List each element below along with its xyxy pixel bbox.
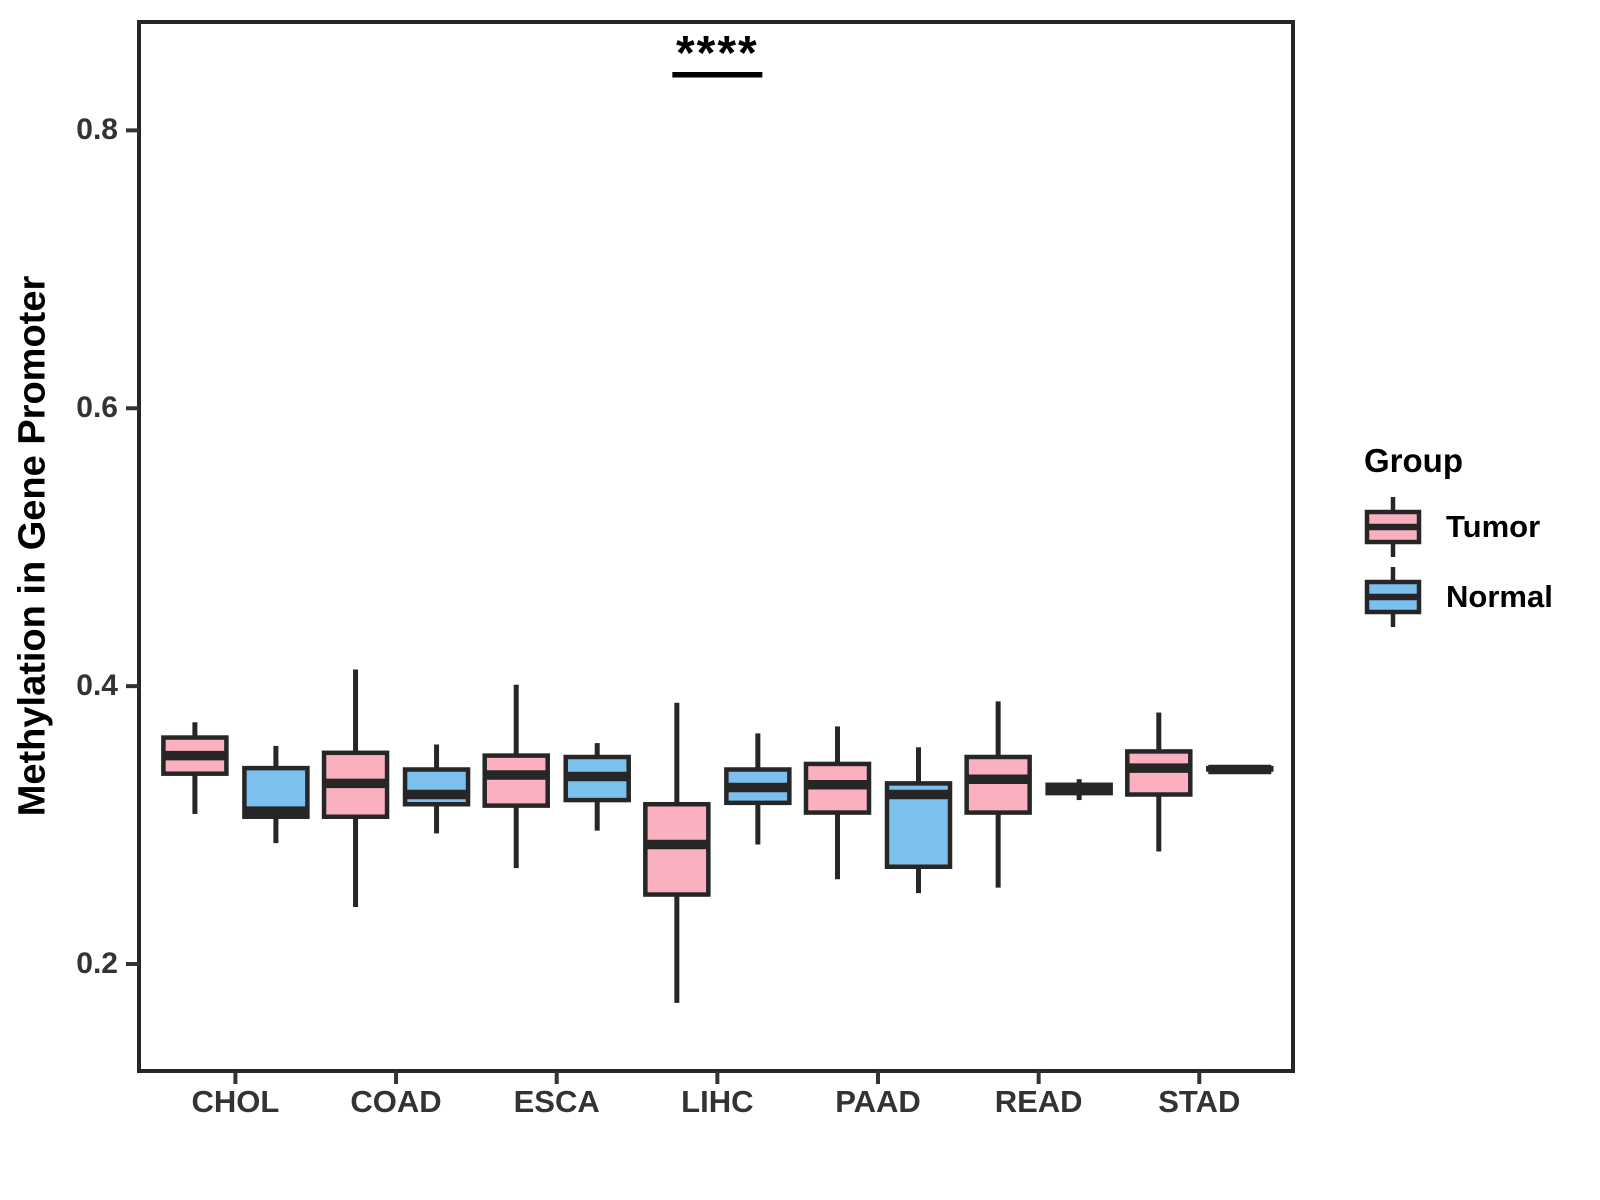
legend-label-tumor: Tumor <box>1446 509 1541 544</box>
x-category-label-esca: ESCA <box>513 1084 600 1119</box>
x-category-label-stad: STAD <box>1158 1084 1241 1119</box>
x-category-label-coad: COAD <box>350 1084 442 1119</box>
box-coad-tumor <box>321 669 390 908</box>
x-category-label-lihc: LIHC <box>681 1084 754 1119</box>
legend-item-tumor: Tumor <box>1364 494 1553 560</box>
y-tick-label-0.4: 0.4 <box>76 669 118 703</box>
box-stad-normal <box>1206 764 1274 775</box>
box-coad-normal <box>402 744 471 834</box>
normal-boxplot-glyph <box>1364 567 1422 627</box>
significance-stars: **** <box>675 27 759 80</box>
box-lihc-tumor <box>643 702 711 1003</box>
box-paad-normal <box>884 747 953 894</box>
x-category-label-paad: PAAD <box>835 1084 921 1119</box>
legend-title: Group <box>1364 442 1463 479</box>
box-esca-normal <box>563 743 631 831</box>
box-chol-tumor <box>161 722 229 814</box>
box-esca-tumor <box>482 684 550 869</box>
box-read-normal <box>1045 779 1113 801</box>
x-category-label-chol: CHOL <box>191 1084 280 1119</box>
box-paad-tumor <box>803 726 872 880</box>
y-tick-label-0.6: 0.6 <box>76 391 118 425</box>
y-tick-label-0.2: 0.2 <box>76 947 118 981</box>
y-tick-label-0.8: 0.8 <box>76 113 118 147</box>
y-axis-title: Methylation in Gene Promoter <box>11 275 54 817</box>
legend-label-normal: Normal <box>1446 579 1553 614</box>
legend-item-normal: Normal <box>1364 564 1553 630</box>
box-stad-tumor <box>1125 712 1193 852</box>
x-category-label-read: READ <box>994 1084 1083 1119</box>
tumor-boxplot-glyph <box>1364 497 1422 557</box>
box-chol-normal <box>242 745 310 844</box>
legend: Group Tumor Normal <box>1364 442 1553 634</box>
box-lihc-normal <box>724 733 792 845</box>
box-read-tumor <box>964 701 1032 888</box>
panel-border <box>137 20 1295 1073</box>
